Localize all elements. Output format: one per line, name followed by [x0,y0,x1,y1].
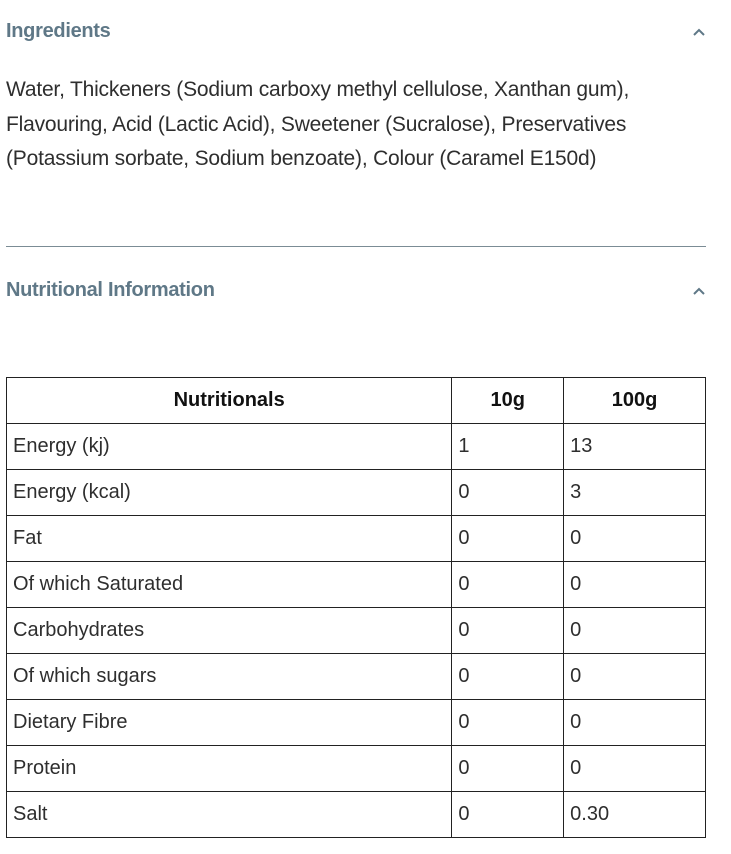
nutrition-table: Nutritionals 10g 100g Energy (kj) 1 13 Ener… [5,377,706,838]
nutrition-title: Nutritional Information [6,279,215,301]
divider [6,246,706,247]
nutrient-name: Protein [5,745,453,792]
ingredients-accordion-header[interactable]: Ingredients [6,20,706,43]
nutrition-accordion-header[interactable]: Nutritional Information [6,279,706,302]
nutrient-name: Salt [5,791,453,838]
table-row: Protein 0 0 [5,745,706,792]
value-100g: 0 [563,607,706,654]
value-10g: 1 [451,423,565,470]
value-100g: 0 [563,699,706,746]
header-nutritionals: Nutritionals [5,377,453,424]
header-100g: 100g [563,377,706,424]
table-row: Of which Saturated 0 0 [5,561,706,608]
table-header-row: Nutritionals 10g 100g [5,377,706,424]
value-100g: 0 [563,561,706,608]
table-row: Fat 0 0 [5,515,706,562]
nutrient-name: Carbohydrates [5,607,453,654]
table-row: Energy (kcal) 0 3 [5,469,706,516]
chevron-up-icon[interactable] [692,25,706,39]
value-10g: 0 [451,653,565,700]
nutrient-name: Dietary Fibre [5,699,453,746]
value-10g: 0 [451,469,565,516]
ingredients-text: Water, Thickeners (Sodium carboxy methyl… [6,78,630,170]
value-100g: 0.30 [563,791,706,838]
table-row: Dietary Fibre 0 0 [5,699,706,746]
nutrient-name: Energy (kcal) [5,469,453,516]
ingredients-title: Ingredients [6,20,111,42]
value-100g: 0 [563,653,706,700]
chevron-up-icon[interactable] [692,284,706,298]
nutrient-name: Of which sugars [5,653,453,700]
value-100g: 0 [563,515,706,562]
nutrient-name: Of which Saturated [5,561,453,608]
value-10g: 0 [451,745,565,792]
value-10g: 0 [451,699,565,746]
table-row: Carbohydrates 0 0 [5,607,706,654]
value-10g: 0 [451,607,565,654]
value-10g: 0 [451,515,565,562]
header-10g: 10g [451,377,565,424]
nutrient-name: Energy (kj) [5,423,453,470]
value-100g: 3 [563,469,706,516]
value-10g: 0 [451,561,565,608]
value-10g: 0 [451,791,565,838]
value-100g: 0 [563,745,706,792]
table-row: Salt 0 0.30 [5,791,706,838]
value-100g: 13 [563,423,706,470]
nutrient-name: Fat [5,515,453,562]
table-row: Energy (kj) 1 13 [5,423,706,470]
table-row: Of which sugars 0 0 [5,653,706,700]
